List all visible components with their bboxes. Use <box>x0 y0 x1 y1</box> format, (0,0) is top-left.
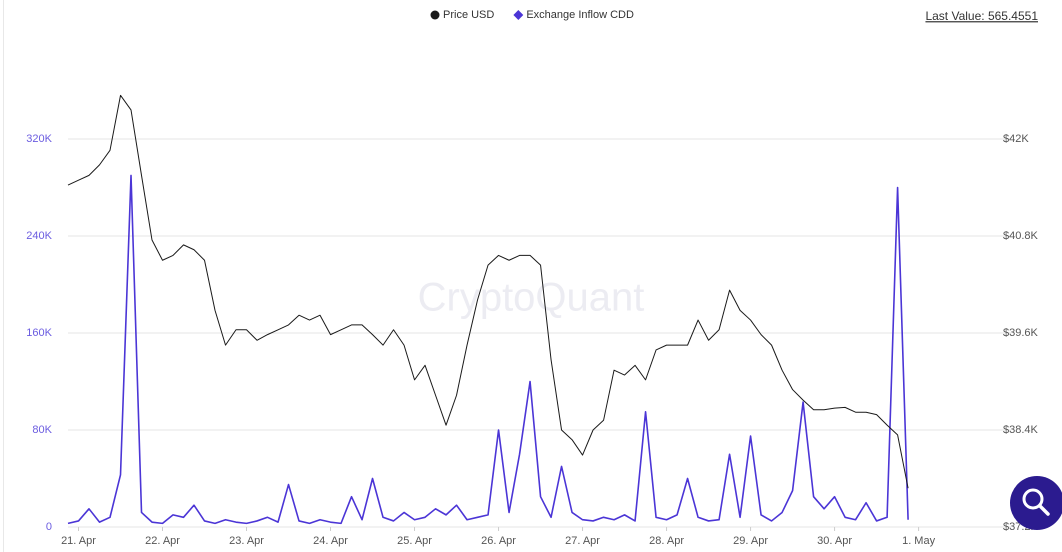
search-button[interactable] <box>1010 476 1062 530</box>
x-tick-label: 30. Apr <box>817 535 852 547</box>
x-tick-label: 28. Apr <box>649 535 684 547</box>
y-tick-label: 320K <box>26 133 52 145</box>
y2-tick-label: $38.4K <box>1003 424 1039 436</box>
y-tick-label: 240K <box>26 230 52 242</box>
plot: 080K160K240K320K$37.2K$38.4K$39.6K$40.8K… <box>26 94 1039 547</box>
y-tick-label: 160K <box>26 327 52 339</box>
y2-tick-label: $42K <box>1003 133 1029 145</box>
x-tick-label: 27. Apr <box>565 535 600 547</box>
search-icon-handle <box>1038 504 1050 516</box>
x-tick-label: 21. Apr <box>61 535 96 547</box>
legend-item[interactable]: Price USD <box>430 9 495 21</box>
x-tick-label: 23. Apr <box>229 535 264 547</box>
search-icon <box>1022 488 1044 510</box>
x-tick-label: 24. Apr <box>313 535 348 547</box>
x-tick-label: 26. Apr <box>481 535 516 547</box>
x-tick-label: 29. Apr <box>733 535 768 547</box>
y2-tick-label: $40.8K <box>1003 230 1039 242</box>
series-line <box>67 174 909 525</box>
legend-marker <box>513 10 524 20</box>
last-value[interactable]: Last Value: 565.4551 <box>925 9 1038 23</box>
y-tick-label: 0 <box>46 521 52 533</box>
watermark: CryptoQuant <box>418 276 645 320</box>
series-line <box>67 94 909 489</box>
x-tick-label: 22. Apr <box>145 535 180 547</box>
x-tick-label: 25. Apr <box>397 535 432 547</box>
x-tick-label: 1. May <box>902 535 936 547</box>
y-tick-label: 80K <box>32 424 52 436</box>
legend: Price USD Exchange Inflow CDD <box>430 9 634 21</box>
legend-marker <box>430 10 440 20</box>
legend-item[interactable]: Exchange Inflow CDD <box>513 9 634 21</box>
legend-label: Exchange Inflow CDD <box>526 9 634 21</box>
search-button-bg[interactable] <box>1010 476 1062 530</box>
y2-tick-label: $39.6K <box>1003 327 1039 339</box>
legend-label: Price USD <box>443 9 494 21</box>
